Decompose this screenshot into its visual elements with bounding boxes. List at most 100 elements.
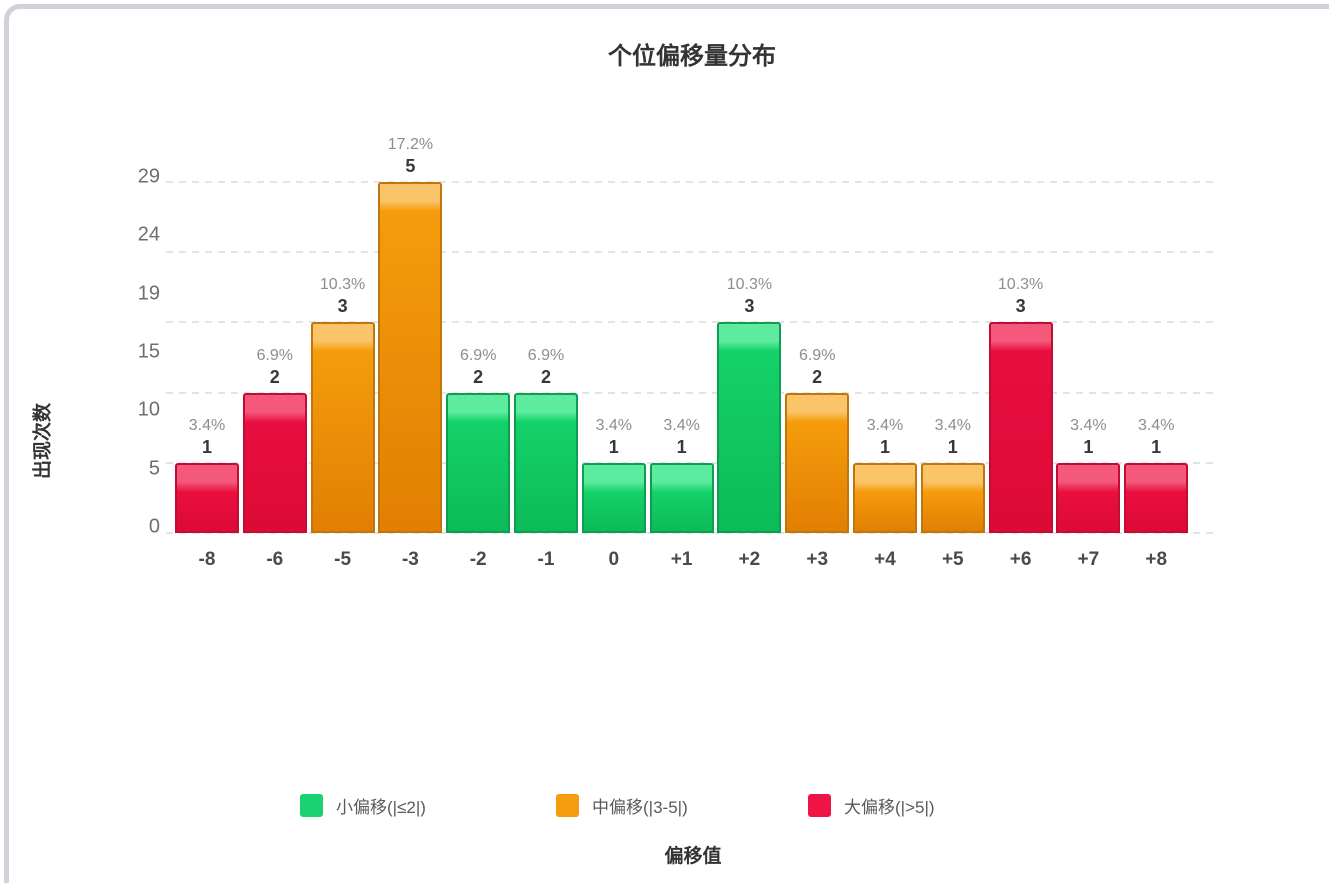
x-tick-label: +2	[738, 549, 761, 570]
legend-item-small[interactable]: 小偏移(|≤2|)	[300, 793, 426, 818]
gridline	[166, 251, 1215, 254]
bar-percent-label: 3.4%	[595, 416, 633, 434]
legend-swatch	[808, 794, 831, 817]
bar-value-labels: 3.4% 1	[163, 416, 251, 460]
bar-percent-label: 17.2%	[387, 136, 434, 153]
bar-+3[interactable]	[785, 392, 850, 533]
bar--6[interactable]	[242, 392, 307, 533]
bar-value-labels: 3.4% 1	[570, 416, 658, 460]
bar-value-labels: 10.3% 3	[299, 275, 387, 319]
bar-percent-label: 10.3%	[997, 276, 1044, 294]
bar-percent-label: 3.4%	[934, 416, 972, 434]
bar-count-label: 1	[1151, 436, 1162, 457]
bar-count-label: 2	[473, 366, 484, 387]
gridline	[166, 321, 1215, 324]
bar-+2[interactable]	[717, 322, 782, 533]
y-tick-label: 29	[137, 165, 160, 188]
x-tick-label: +5	[941, 549, 964, 570]
legend-item-large[interactable]: 大偏移(|>5|)	[808, 793, 935, 818]
bar-+7[interactable]	[1056, 462, 1121, 533]
x-tick-label: -1	[537, 549, 555, 570]
bar-count-label: 2	[812, 366, 823, 387]
bar-value-labels: 6.9% 2	[502, 346, 590, 390]
card-frame	[4, 4, 1329, 883]
legend-item-label: 小偏移(|≤2|)	[336, 798, 426, 817]
y-tick-label: 10	[137, 398, 160, 421]
bar-percent-label: 6.9%	[256, 346, 294, 364]
bar-value-labels: 6.9% 2	[773, 346, 861, 390]
bar-+1[interactable]	[649, 462, 714, 533]
x-tick-label: +7	[1077, 549, 1100, 570]
y-tick-label: 19	[137, 282, 160, 305]
bar--3[interactable]	[378, 182, 443, 533]
y-tick-label: 5	[148, 457, 160, 480]
bar-value-labels: 6.9% 2	[434, 346, 522, 390]
bar-count-label: 1	[947, 436, 958, 457]
bar-value-labels: 3.4% 1	[1112, 416, 1200, 460]
bar-value-labels: 17.2% 5	[366, 135, 454, 179]
bar-count-label: 3	[1015, 296, 1026, 317]
bar-value-labels: 10.3% 3	[977, 275, 1065, 319]
bar-percent-label: 6.9%	[459, 346, 497, 364]
bar-+4[interactable]	[853, 462, 917, 533]
x-tick-label: +1	[670, 549, 693, 570]
bar-value-labels: 6.9% 2	[231, 346, 319, 390]
legend-item-label: 中偏移(|3-5|)	[592, 798, 688, 817]
bar-percent-label: 3.4%	[188, 416, 226, 434]
bar-+6[interactable]	[988, 322, 1053, 533]
bar-count-label: 1	[879, 436, 890, 457]
chart-title: 个位偏移量分布	[608, 43, 776, 70]
bar-value-labels: 3.4% 1	[638, 416, 726, 460]
x-tick-label: +8	[1145, 549, 1168, 570]
bar-count-label: 1	[608, 436, 619, 457]
bar-value-labels: 3.4% 1	[1044, 416, 1132, 460]
bar--8[interactable]	[175, 462, 239, 533]
bar-+5[interactable]	[920, 462, 985, 533]
y-tick-label: 15	[137, 340, 160, 363]
bar-count-label: 3	[337, 296, 348, 317]
gridline	[166, 532, 1215, 534]
bar--5[interactable]	[310, 322, 375, 533]
x-tick-label: +3	[806, 549, 829, 570]
bar-count-label: 2	[269, 366, 280, 387]
bar-value-labels: 3.4% 1	[841, 416, 929, 460]
bar-count-label: 1	[1083, 436, 1094, 457]
legend-item-medium[interactable]: 中偏移(|3-5|)	[556, 793, 688, 818]
x-tick-label: -5	[334, 549, 352, 570]
x-tick-label: 0	[608, 549, 620, 570]
legend-swatch	[556, 794, 579, 817]
bar-value-labels: 3.4% 1	[909, 416, 997, 460]
y-tick-label: 0	[148, 515, 160, 538]
bar-+8[interactable]	[1124, 462, 1189, 533]
y-tick-label: 24	[137, 223, 160, 246]
legend-swatch	[300, 794, 323, 817]
legend-item-label: 大偏移(|>5|)	[844, 798, 935, 817]
bar-count-label: 2	[540, 366, 551, 387]
gridline	[166, 181, 1215, 183]
gridline	[166, 391, 1215, 394]
x-tick-label: +4	[874, 549, 896, 570]
bar-percent-label: 10.3%	[726, 276, 773, 294]
bar-count-label: 1	[201, 436, 212, 457]
bar-0[interactable]	[581, 462, 646, 533]
bar-count-label: 1	[676, 436, 687, 457]
bar-count-label: 5	[405, 156, 416, 176]
bar-value-labels: 10.3% 3	[705, 275, 793, 319]
bar-count-label: 3	[744, 296, 755, 317]
bar-percent-label: 6.9%	[527, 346, 565, 364]
bar-percent-label: 6.9%	[798, 346, 836, 364]
bar-percent-label: 3.4%	[1137, 416, 1175, 434]
x-tick-label: -3	[401, 549, 419, 570]
y-axis-title: 出现次数	[32, 402, 54, 480]
bar-percent-label: 10.3%	[319, 276, 366, 294]
bar-percent-label: 3.4%	[663, 416, 700, 434]
bar--2[interactable]	[446, 392, 511, 533]
x-tick-label: -6	[266, 549, 284, 570]
x-axis-title: 偏移值	[664, 846, 722, 867]
bar-percent-label: 3.4%	[1070, 416, 1107, 434]
bar--1[interactable]	[514, 392, 578, 533]
x-tick-label: -8	[198, 549, 216, 570]
x-tick-label: -2	[469, 549, 487, 570]
